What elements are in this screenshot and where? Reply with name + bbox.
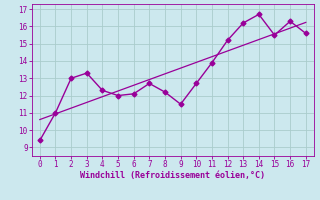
X-axis label: Windchill (Refroidissement éolien,°C): Windchill (Refroidissement éolien,°C) bbox=[80, 171, 265, 180]
